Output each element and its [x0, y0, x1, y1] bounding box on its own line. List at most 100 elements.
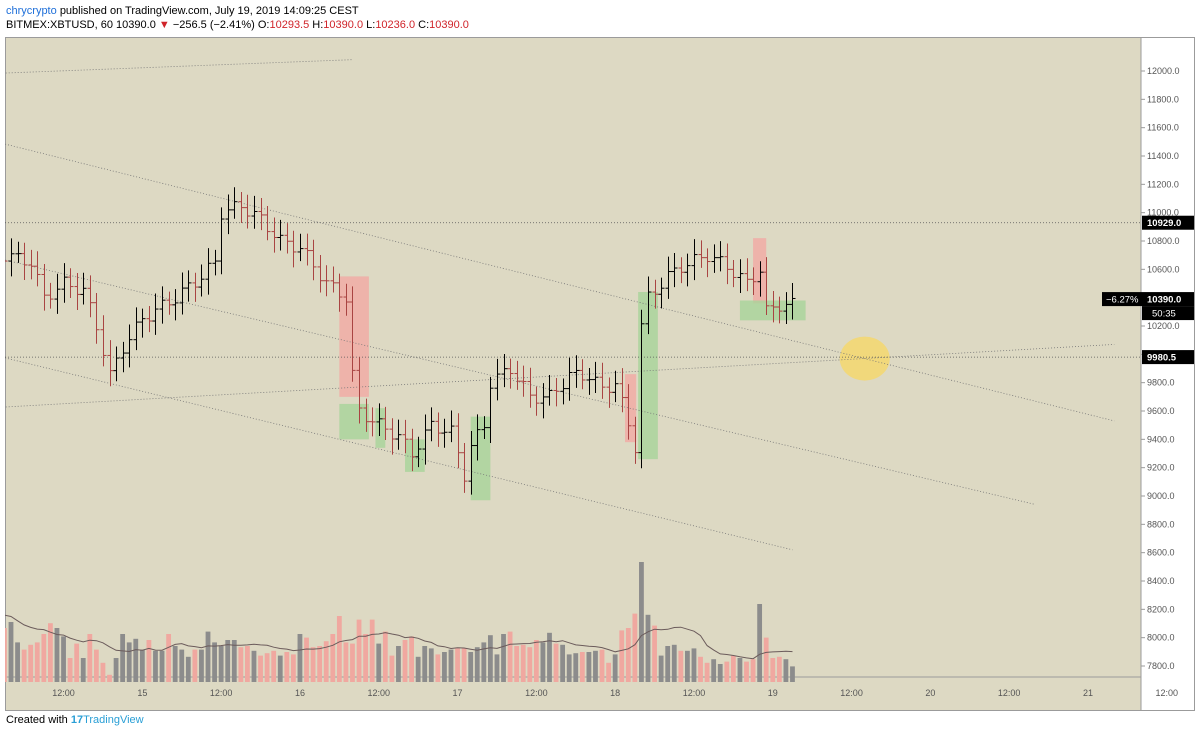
volume-bar	[199, 649, 204, 682]
volume-bar	[671, 644, 677, 682]
tradingview-brand[interactable]: TradingView	[83, 714, 144, 726]
volume-bar	[665, 646, 671, 682]
volume-bar	[533, 640, 539, 682]
volume-bar	[685, 650, 690, 682]
high-label: H:	[312, 19, 324, 31]
volume-bar	[750, 659, 756, 682]
price-label-box	[1142, 215, 1194, 230]
volume-bar	[317, 646, 323, 682]
volume-bar	[474, 647, 480, 682]
volume-bar	[107, 674, 112, 682]
volume-bar	[172, 646, 178, 682]
x-tick-label: 12:00	[840, 688, 863, 698]
price-axis-ticks: 7800.0 8000.0 8200.0 8400.0 8600.0 8800.0 9000…	[1141, 66, 1180, 671]
trend-lines	[5, 59, 1141, 551]
volume-bar	[652, 625, 657, 682]
volume-bar	[573, 653, 579, 682]
x-tick-label: 21	[1083, 688, 1093, 698]
volume-bar	[363, 634, 369, 682]
volume-bar	[179, 649, 185, 682]
price-label-text: 9980.5	[1147, 353, 1177, 364]
volume-bar	[212, 642, 217, 682]
y-tick-label: 8000.0	[1147, 633, 1175, 643]
volume-bar	[658, 655, 664, 682]
volume-bar	[336, 616, 342, 682]
volume-bar	[48, 623, 53, 682]
volume-bar	[21, 649, 27, 682]
y-tick-label: 7800.0	[1147, 661, 1175, 671]
volume-bar	[619, 630, 625, 682]
volume-bar	[323, 641, 329, 682]
volume-bar	[185, 656, 191, 682]
volume-bar	[67, 658, 73, 682]
x-tick-label: 12:00	[367, 688, 390, 698]
y-tick-label: 9000.0	[1147, 491, 1175, 501]
volume-bar	[645, 614, 651, 682]
volume-bar	[277, 655, 283, 682]
volume-bar	[389, 655, 395, 682]
volume-bar	[606, 662, 611, 682]
volume-bar	[717, 664, 723, 682]
volume-bar	[330, 634, 336, 682]
x-tick-label: 12:00	[52, 688, 75, 698]
volume-bar	[356, 619, 362, 682]
volume-bar	[639, 562, 644, 682]
author-link[interactable]: chrycrypto	[6, 5, 57, 17]
volume-bar	[428, 648, 434, 682]
volume-bar	[205, 631, 211, 682]
volume-bar	[113, 658, 119, 682]
y-tick-label: 11800.0	[1147, 94, 1179, 104]
volume-bar	[15, 642, 20, 682]
volume-bar	[159, 650, 165, 682]
y-tick-label: 10600.0	[1147, 264, 1180, 274]
volume-bar	[586, 652, 592, 682]
volume-bar	[422, 646, 428, 682]
volume-bar	[80, 658, 86, 682]
volume-bar	[350, 643, 355, 682]
volume-bar	[770, 658, 776, 682]
volume-bar	[139, 649, 145, 682]
box-green	[405, 439, 425, 472]
volume-bar	[166, 634, 172, 682]
time-axis[interactable]	[5, 677, 1141, 711]
volume-bar	[126, 642, 132, 682]
price-change: −256.5 (−2.41%)	[172, 19, 255, 31]
volume-bar	[514, 646, 520, 682]
trend-line	[5, 59, 353, 74]
y-tick-label: 11000.0	[1147, 208, 1179, 218]
volume-bar	[54, 628, 60, 682]
box-green	[470, 416, 491, 501]
y-tick-label: 9800.0	[1147, 378, 1175, 388]
volume-bar	[737, 658, 743, 682]
volume-bar	[251, 650, 257, 682]
box-green	[375, 408, 386, 448]
price-chart[interactable]: 7800.0 8000.0 8200.0 8400.0 8600.0 8800.0 9000…	[5, 37, 1195, 711]
volume-bars	[5, 562, 795, 682]
x-tick-label: 20	[925, 688, 935, 698]
tradingview-logo-icon[interactable]: 17	[70, 714, 84, 726]
volume-bar	[87, 634, 93, 682]
x-tick-label: 19	[768, 688, 778, 698]
last-price: 10390.0	[116, 19, 156, 31]
volume-bar	[632, 613, 638, 682]
down-arrow-icon: ▼	[158, 19, 170, 31]
y-tick-label: 9400.0	[1147, 434, 1175, 444]
volume-bar	[41, 634, 47, 682]
x-tick-label: 16	[295, 688, 305, 698]
y-tick-label: 11200.0	[1147, 179, 1179, 189]
x-tick-label: 12:00	[210, 688, 233, 698]
volume-bar	[553, 643, 559, 682]
box-green	[739, 300, 806, 321]
volume-bar	[34, 642, 40, 682]
volume-bar	[527, 647, 533, 682]
volume-bar	[487, 635, 493, 682]
y-tick-label: 8400.0	[1147, 576, 1175, 586]
x-tick-label: 12:00	[998, 688, 1021, 698]
volume-bar	[468, 652, 474, 682]
volume-bar	[704, 662, 710, 682]
volume-bar	[691, 648, 697, 682]
low-value: 10236.0	[375, 19, 416, 31]
volume-bar	[790, 666, 795, 682]
open-value: 10293.5	[269, 19, 310, 31]
volume-bar	[501, 634, 506, 682]
